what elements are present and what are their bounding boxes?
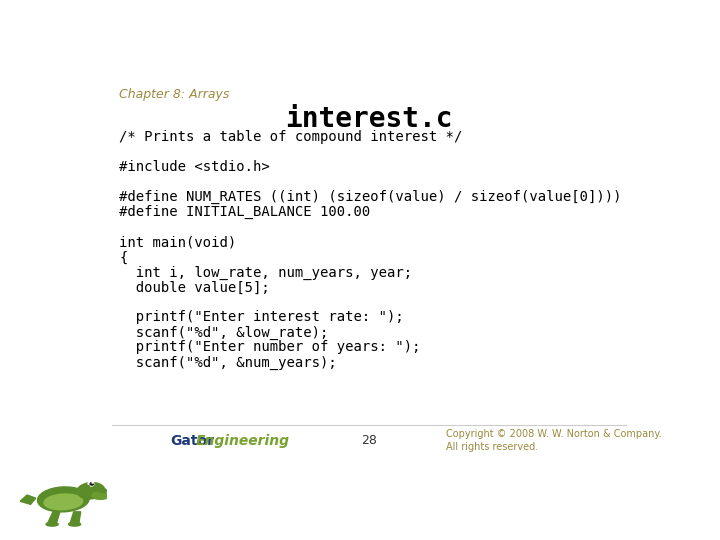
- Ellipse shape: [88, 482, 94, 486]
- Text: scanf("%d", &num_years);: scanf("%d", &num_years);: [120, 355, 337, 369]
- Ellipse shape: [90, 483, 94, 485]
- Ellipse shape: [68, 522, 81, 526]
- Text: {: {: [120, 251, 128, 265]
- Polygon shape: [81, 484, 89, 498]
- Text: interest.c: interest.c: [285, 105, 453, 133]
- Text: Engineering: Engineering: [196, 434, 290, 448]
- Text: int i, low_rate, num_years, year;: int i, low_rate, num_years, year;: [120, 265, 413, 280]
- Text: double value[5];: double value[5];: [120, 280, 270, 294]
- Text: #define NUM_RATES ((int) (sizeof(value) / sizeof(value[0]))): #define NUM_RATES ((int) (sizeof(value) …: [120, 190, 622, 205]
- Text: Chapter 8: Arrays: Chapter 8: Arrays: [120, 88, 230, 101]
- Ellipse shape: [92, 482, 94, 483]
- Text: scanf("%d", &low_rate);: scanf("%d", &low_rate);: [120, 326, 329, 340]
- Polygon shape: [20, 495, 36, 504]
- Polygon shape: [71, 512, 81, 523]
- Ellipse shape: [46, 522, 58, 526]
- Text: 28: 28: [361, 434, 377, 447]
- Ellipse shape: [77, 483, 105, 499]
- Ellipse shape: [99, 489, 107, 492]
- Text: #define INITIAL_BALANCE 100.00: #define INITIAL_BALANCE 100.00: [120, 205, 371, 219]
- Text: int main(void): int main(void): [120, 235, 237, 249]
- Text: Copyright © 2008 W. W. Norton & Company.
All rights reserved.: Copyright © 2008 W. W. Norton & Company.…: [446, 429, 662, 452]
- Ellipse shape: [92, 492, 109, 500]
- Text: Gator: Gator: [171, 434, 215, 448]
- Ellipse shape: [37, 487, 89, 512]
- Text: printf("Enter interest rate: ");: printf("Enter interest rate: ");: [120, 310, 404, 325]
- Text: #include <stdio.h>: #include <stdio.h>: [120, 160, 270, 174]
- Polygon shape: [48, 512, 60, 523]
- Text: /* Prints a table of compound interest */: /* Prints a table of compound interest *…: [120, 130, 463, 144]
- Ellipse shape: [44, 494, 83, 510]
- Text: printf("Enter number of years: ");: printf("Enter number of years: ");: [120, 340, 421, 354]
